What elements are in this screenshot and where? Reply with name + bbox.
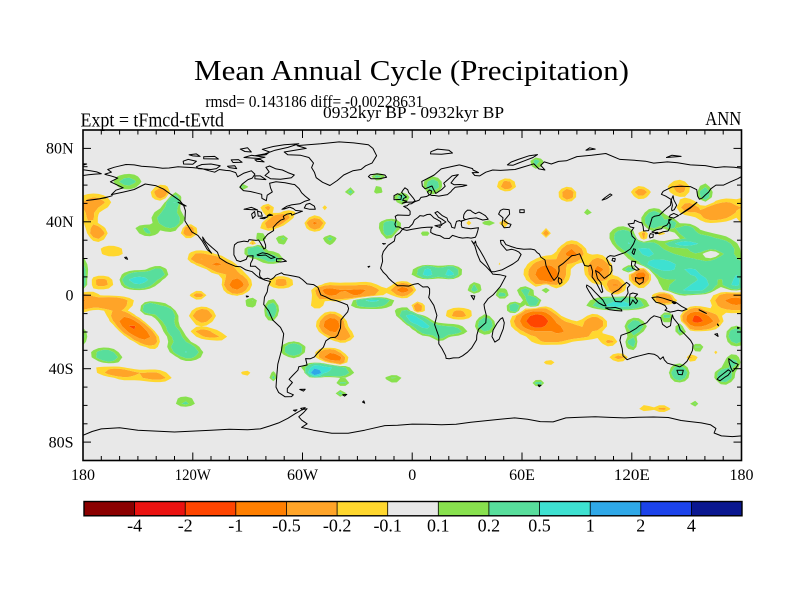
svg-text:0.5: 0.5: [528, 516, 551, 536]
svg-text:0.1: 0.1: [427, 516, 450, 536]
svg-text:0.2: 0.2: [478, 516, 501, 536]
svg-text:60W: 60W: [287, 467, 319, 484]
svg-text:4: 4: [687, 516, 696, 536]
svg-text:Mean Annual Cycle (Precipitati: Mean Annual Cycle (Precipitation): [194, 55, 629, 87]
svg-text:-0.5: -0.5: [272, 516, 301, 536]
svg-text:80N: 80N: [46, 141, 74, 158]
svg-text:-0.1: -0.1: [373, 516, 402, 536]
svg-text:1: 1: [586, 516, 595, 536]
svg-text:120W: 120W: [175, 467, 212, 484]
svg-text:-1: -1: [228, 516, 243, 536]
svg-text:0932kyr BP - 0932kyr BP: 0932kyr BP - 0932kyr BP: [323, 103, 504, 122]
svg-text:120E: 120E: [614, 467, 650, 484]
svg-text:180: 180: [730, 467, 754, 484]
svg-text:0: 0: [408, 467, 416, 484]
svg-text:-2: -2: [178, 516, 193, 536]
svg-text:Expt = tFmcd-tEvtd: Expt = tFmcd-tEvtd: [81, 110, 225, 131]
svg-text:60E: 60E: [509, 467, 535, 484]
svg-text:-4: -4: [127, 516, 142, 536]
svg-text:rmsd= 0.143186 diff= -0.002286: rmsd= 0.143186 diff= -0.00228631: [205, 92, 423, 111]
svg-text:40N: 40N: [46, 214, 74, 231]
svg-text:80S: 80S: [49, 434, 74, 451]
svg-text:40S: 40S: [49, 361, 74, 378]
svg-text:180: 180: [71, 467, 95, 484]
svg-text:ANN: ANN: [705, 108, 741, 130]
svg-text:0: 0: [66, 288, 74, 305]
svg-text:-0.2: -0.2: [323, 516, 352, 536]
svg-text:2: 2: [636, 516, 645, 536]
